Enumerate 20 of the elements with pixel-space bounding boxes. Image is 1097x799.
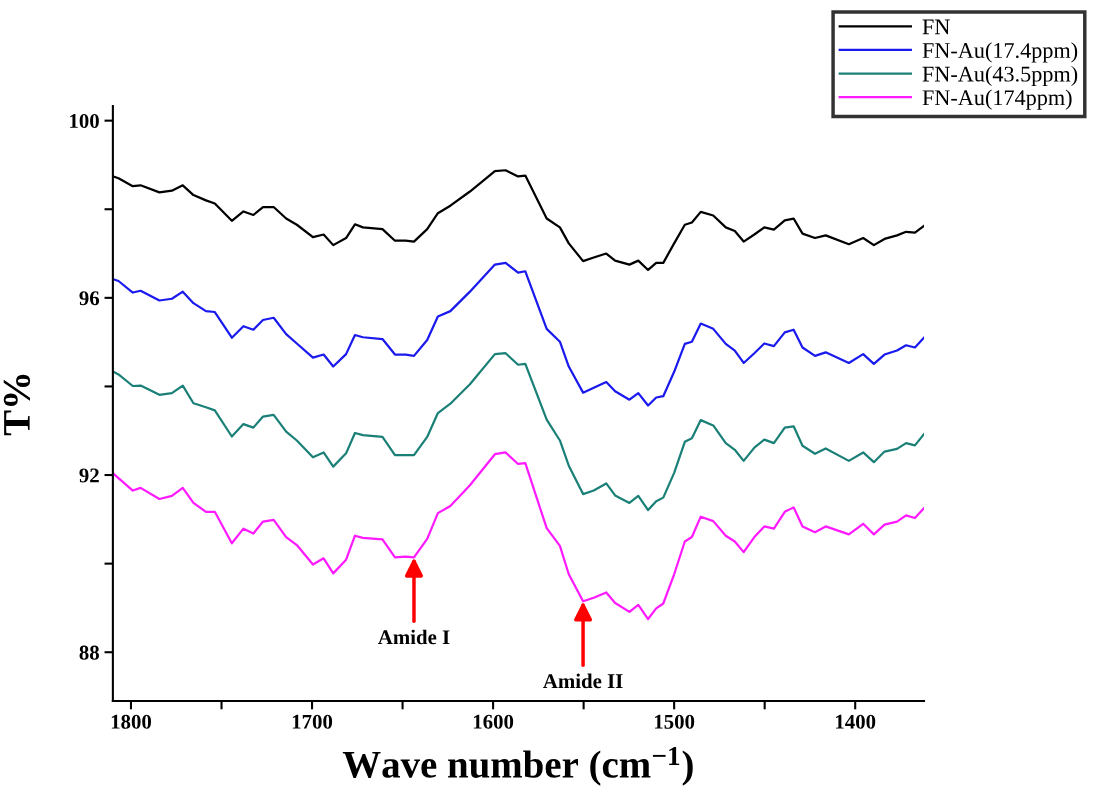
x-tick-label: 1400 <box>836 714 876 729</box>
y-tick-label: 96 <box>79 291 100 306</box>
annotation: Amide II <box>543 673 623 689</box>
legend-label: FN-Au(43.5ppm) <box>922 65 1078 87</box>
legend-label: FN <box>922 19 950 35</box>
y-tick-label: 92 <box>79 468 99 483</box>
x-axis-title: Wave number (cm$^{−1}$) <box>342 746 693 786</box>
annotation: Amide I <box>378 629 450 645</box>
x-tick-label: 1800 <box>111 714 152 729</box>
legend-label: FN-Au(174ppm) <box>922 89 1072 110</box>
line-series <box>112 352 924 512</box>
x-tick-label: 1500 <box>654 714 695 729</box>
x-tick-label: 1700 <box>292 714 333 729</box>
x-tick-label: 1600 <box>473 714 514 729</box>
y-tick-label: 100 <box>70 114 99 129</box>
legend-label: FN-Au(17.4ppm) <box>922 42 1078 63</box>
line-series <box>112 261 924 407</box>
y-axis-title: T% <box>3 374 31 436</box>
y-tick-label: 88 <box>79 645 99 660</box>
line-series <box>112 451 924 621</box>
